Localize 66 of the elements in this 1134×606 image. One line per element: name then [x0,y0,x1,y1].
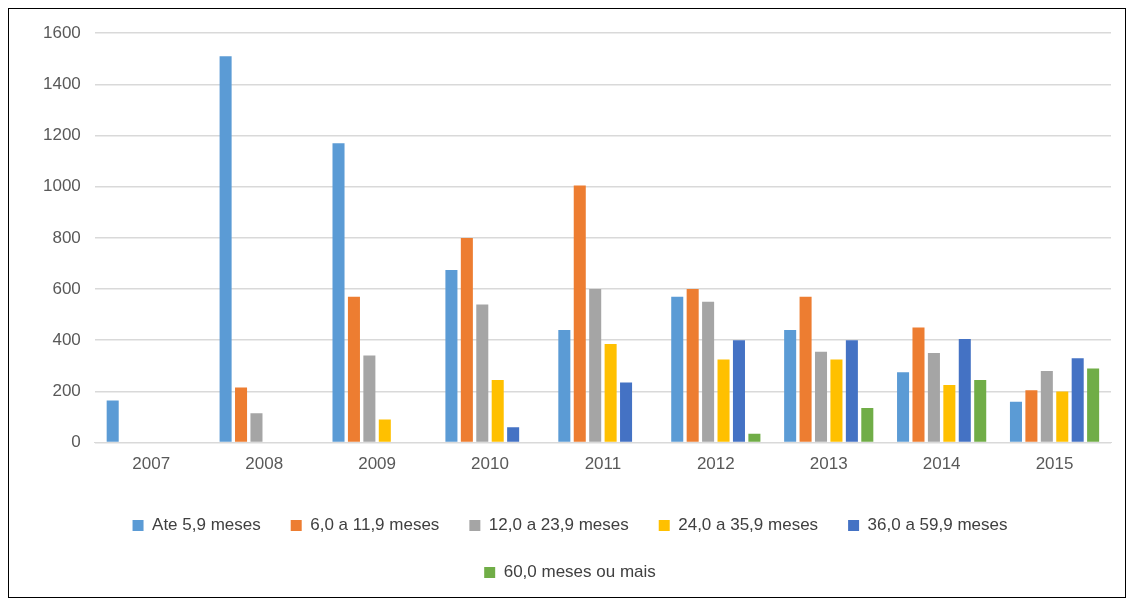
bar [1087,368,1100,442]
bar [363,355,376,442]
bar [958,338,971,442]
legend-label: Ate 5,9 meses [152,515,261,535]
legend-label: 6,0 a 11,9 meses [310,515,440,535]
bar [476,304,489,442]
bar [748,433,761,442]
bar [558,330,571,442]
x-tick-label: 2013 [809,454,848,474]
bar [1009,401,1022,442]
bar [845,340,858,442]
bar [491,379,504,442]
y-tick-label: 1000 [42,176,81,196]
bar [943,385,956,442]
bar [732,340,745,442]
x-tick-label: 2015 [1035,454,1074,474]
legend-label: 12,0 a 23,9 meses [488,515,629,535]
bar [927,353,940,442]
bar [620,382,633,442]
x-tick-label: 2007 [132,454,171,474]
bar [347,296,360,442]
bar [589,289,602,442]
bar [799,296,812,442]
bar [604,344,617,442]
bar [573,185,586,442]
y-tick-label: 600 [52,278,81,298]
x-tick-label: 2012 [696,454,735,474]
bar [974,379,987,442]
bar [702,301,715,442]
bar [445,269,458,442]
x-tick-label: 2008 [245,454,284,474]
y-tick-label: 0 [71,432,81,452]
x-tick-label: 2009 [358,454,397,474]
bar [830,359,843,442]
y-tick-label: 1400 [42,74,81,94]
bar [235,387,248,442]
bar [717,359,730,442]
y-tick-label: 200 [52,381,81,401]
bar [1056,391,1069,442]
bar [332,143,345,442]
bar [1071,358,1084,442]
bar [219,56,232,442]
bar [784,330,797,442]
bar [814,351,828,442]
bar [1025,390,1038,442]
legend-label: 24,0 a 35,9 meses [678,515,819,535]
bar [861,408,874,442]
legend-label: 60,0 meses ou mais [503,562,656,582]
y-tick-label: 1200 [42,125,81,145]
bar [460,237,473,442]
x-tick-label: 2010 [471,454,509,474]
legend-label: 36,0 a 59,9 meses [867,515,1008,535]
bar [671,296,684,442]
bar [686,289,699,442]
bar [1040,370,1053,442]
y-tick-label: 1600 [42,22,81,42]
bar [912,327,925,442]
bar [378,419,391,442]
bar [106,400,119,442]
bar [507,427,520,442]
x-tick-label: 2014 [922,454,961,474]
y-tick-label: 800 [52,227,81,247]
x-tick-label: 2011 [584,454,622,474]
bar [897,372,910,442]
bar [250,413,263,442]
y-tick-label: 400 [52,329,81,349]
